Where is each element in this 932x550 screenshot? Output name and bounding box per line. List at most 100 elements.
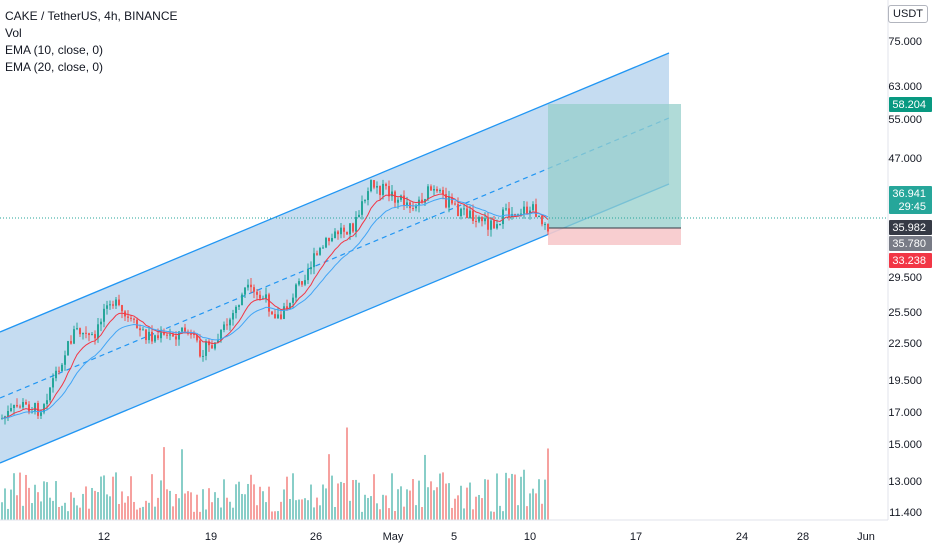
volume-bar [349, 500, 351, 520]
volume-bar [145, 500, 147, 520]
candle-body [394, 191, 396, 203]
candle-body [283, 306, 285, 319]
candlesticks [1, 179, 549, 425]
candle-body [334, 231, 336, 239]
candle-body [316, 253, 318, 255]
stop-zone [548, 228, 681, 245]
candle-body [298, 281, 300, 285]
volume-bar [304, 498, 306, 520]
volume-bar [10, 489, 12, 520]
candle-body [313, 253, 315, 268]
candle-body [463, 208, 465, 210]
volume-bar [241, 493, 243, 520]
volume-bar [133, 501, 135, 520]
ema-lines [1, 193, 549, 419]
candle-body [208, 341, 210, 346]
volume-bar [169, 490, 171, 520]
candle-body [25, 402, 27, 405]
volume-bar [505, 472, 507, 520]
volume-bar [214, 492, 216, 520]
volume-bar [457, 495, 459, 520]
y-tick-label: 19.500 [888, 375, 922, 387]
volume-bar [166, 489, 168, 520]
volume-bar [352, 480, 354, 520]
candle-body [55, 370, 57, 379]
candle-body [373, 180, 375, 188]
candle-body [496, 224, 498, 229]
y-tick-label: 29.500 [888, 272, 922, 284]
volume-bar [94, 490, 96, 520]
volume-bar [511, 473, 513, 520]
volume-bar [307, 500, 309, 520]
x-tick-label: May [383, 531, 404, 543]
y-tick-label: 13.000 [888, 476, 922, 488]
candle-body [484, 218, 486, 222]
volume-bar [67, 511, 69, 520]
candle-body [133, 318, 135, 320]
candle-body [61, 364, 63, 372]
candle-body [430, 186, 432, 191]
volume-bar [178, 498, 180, 520]
candle-body [121, 305, 123, 312]
volume-bar [118, 503, 120, 520]
volume-bar [184, 493, 186, 520]
volume-bar [415, 505, 417, 520]
price-tag-label: 36.941 [892, 188, 926, 200]
volume-bar [310, 484, 312, 520]
volume-bar [52, 500, 54, 520]
volume-bar [250, 474, 252, 520]
volume-bar [277, 511, 279, 520]
candle-body [22, 402, 24, 408]
price-tag [889, 236, 932, 251]
candle-body [232, 313, 234, 320]
volume-bar [268, 486, 270, 520]
volume-bar [55, 481, 57, 520]
candle-body [352, 223, 354, 232]
volume-bar [175, 494, 177, 520]
time-axis[interactable]: 12 19 26 May 5 10 17 24 28 Jun [0, 519, 888, 543]
ema-10-label[interactable]: EMA (10, close, 0) [5, 43, 104, 57]
long-position-tool[interactable] [548, 104, 681, 245]
candle-body [217, 340, 219, 343]
volume-bar [406, 489, 408, 520]
volume-indicator-label[interactable]: Vol [5, 26, 22, 40]
volume-bar [439, 473, 441, 520]
symbol-title[interactable]: CAKE / TetherUS, 4h, BINANCE [5, 9, 178, 23]
volume-bar [361, 511, 363, 520]
candle-body [547, 224, 549, 232]
candle-body [280, 314, 282, 319]
volume-bar [103, 475, 105, 520]
volume-bar [313, 507, 315, 520]
candle-body [67, 341, 69, 356]
candle-body [340, 227, 342, 235]
candle-body [364, 200, 366, 202]
volume-bar [376, 503, 378, 520]
volume-bar [289, 498, 291, 520]
candle-body [442, 190, 444, 195]
volume-bar [256, 505, 258, 520]
candle-body [115, 299, 117, 306]
volume-bar [274, 511, 276, 520]
channel-upper-line [0, 52, 670, 333]
volume-bar [442, 472, 444, 520]
volume-bar [124, 502, 126, 520]
candle-body [244, 287, 246, 295]
volume-bar [319, 505, 321, 520]
y-tick-label: 25.500 [888, 307, 922, 319]
candle-body [211, 345, 213, 349]
candle-body [175, 336, 177, 340]
price-axis[interactable]: 75.000 63.000 55.000 47.000 29.500 25.500 22.5… [887, 0, 922, 520]
candle-body [427, 186, 429, 200]
candle-body [196, 335, 198, 341]
candle-body [214, 342, 216, 349]
candle-body [388, 186, 390, 197]
volume-bar [199, 511, 201, 520]
chart-legend: CAKE / TetherUS, 4h, BINANCE Vol EMA (10… [5, 8, 178, 76]
candle-body [412, 208, 414, 210]
currency-label[interactable]: USDT [888, 5, 928, 23]
volume-bar [496, 473, 498, 520]
ema-20-label[interactable]: EMA (20, close, 0) [5, 60, 104, 74]
volume-bar [328, 454, 330, 520]
candle-body [481, 217, 483, 222]
